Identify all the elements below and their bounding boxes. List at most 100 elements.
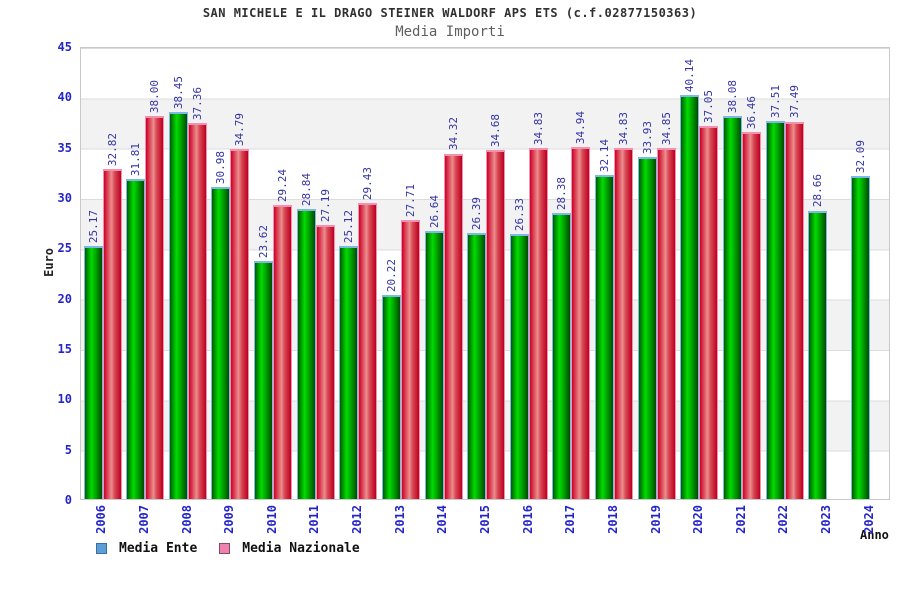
bar-media-ente-2012 xyxy=(339,246,359,499)
bar-value-label: 23.62 xyxy=(257,225,271,259)
bar-value-label: 38.08 xyxy=(725,79,739,113)
bar-value-label: 29.43 xyxy=(361,166,375,200)
bar-media-ente-2006 xyxy=(83,245,103,499)
bar-value-label: 25.17 xyxy=(86,209,100,243)
bar-media-ente-2013 xyxy=(381,295,401,499)
bar-value-label: 28.66 xyxy=(811,174,825,208)
bar-media-ente-2018 xyxy=(595,175,615,499)
legend-label: Media Nazionale xyxy=(242,541,360,556)
bar-media-ente-2017 xyxy=(552,213,572,499)
legend-swatch-icon xyxy=(219,543,231,554)
bar-media-nazionale-2022 xyxy=(784,121,804,499)
bar-media-nazionale-2011 xyxy=(315,225,335,499)
bar-media-nazionale-2014 xyxy=(443,153,463,499)
bar-value-label: 37.49 xyxy=(787,85,801,119)
y-tick-label: 15 xyxy=(57,342,72,356)
bar-value-label: 34.32 xyxy=(446,117,460,151)
bar-media-nazionale-2010 xyxy=(273,204,293,499)
bar-media-ente-2008 xyxy=(168,111,188,499)
bar-value-label: 36.46 xyxy=(744,95,758,129)
bar-media-ente-2021 xyxy=(722,115,742,499)
bar-media-ente-2010 xyxy=(254,261,274,499)
bar-value-label: 28.84 xyxy=(299,172,313,206)
legend-swatch-icon xyxy=(96,543,107,554)
bar-value-label: 34.68 xyxy=(489,113,503,147)
bar-value-label: 30.98 xyxy=(214,151,228,185)
bar-value-label: 34.83 xyxy=(531,112,545,146)
bar-media-nazionale-2006 xyxy=(102,168,122,499)
bar-value-label: 25.12 xyxy=(342,210,356,244)
bar-value-label: 32.82 xyxy=(105,132,119,166)
x-tick-label: 2008 xyxy=(179,505,194,534)
bar-media-ente-2022 xyxy=(765,121,785,499)
bar-value-label: 38.00 xyxy=(148,80,162,114)
bar-media-ente-2014 xyxy=(424,230,444,499)
bar-value-label: 32.09 xyxy=(853,139,867,173)
x-tick-label: 2019 xyxy=(648,505,663,534)
bar-value-label: 26.39 xyxy=(470,197,484,231)
bar-media-nazionale-2012 xyxy=(358,202,378,499)
x-tick-label: 2020 xyxy=(691,505,706,534)
x-tick-label: 2013 xyxy=(392,505,407,534)
bar-media-nazionale-2020 xyxy=(699,126,719,499)
bar-value-label: 32.14 xyxy=(598,139,612,173)
bar-value-label: 28.38 xyxy=(555,177,569,211)
y-tick-label: 45 xyxy=(57,40,72,54)
x-tick-label: 2010 xyxy=(264,505,279,534)
x-tick-label: 2015 xyxy=(478,505,492,534)
bar-value-label: 20.22 xyxy=(384,259,398,293)
x-axis-title: Anno xyxy=(860,528,889,542)
bar-value-label: 27.19 xyxy=(318,189,332,223)
x-tick-label: 2016 xyxy=(520,505,535,534)
bar-value-label: 34.85 xyxy=(659,112,673,146)
y-tick-label: 20 xyxy=(57,291,72,306)
bar-value-label: 26.33 xyxy=(512,197,526,231)
x-tick-label: 2018 xyxy=(605,505,620,534)
y-tick-label: 5 xyxy=(64,442,72,457)
x-tick-label: 2017 xyxy=(563,505,578,534)
y-tick-label: 10 xyxy=(57,392,72,407)
bar-value-label: 31.81 xyxy=(129,142,143,176)
plot-area: 25.17 32.82 31.81 38.00 38.45 37.36 30.98 34.79… xyxy=(80,47,890,500)
x-tick-label: 2009 xyxy=(222,505,237,534)
bar-value-label: 40.14 xyxy=(683,58,697,92)
bar-value-label: 34.94 xyxy=(574,111,588,145)
legend-label: Media Ente xyxy=(119,541,198,556)
bar-media-nazionale-2019 xyxy=(656,148,676,499)
bar-value-label: 27.71 xyxy=(403,183,417,218)
legend-item-media-nazionale: Media Nazionale xyxy=(219,541,360,556)
bar-media-nazionale-2008 xyxy=(187,122,207,499)
bar-media-ente-2015 xyxy=(467,233,487,499)
bar-media-nazionale-2007 xyxy=(145,116,165,499)
x-tick-label: 2007 xyxy=(136,505,151,534)
bar-media-ente-2019 xyxy=(637,157,657,499)
bar-value-label: 26.64 xyxy=(427,194,441,228)
x-tick-label: 2012 xyxy=(350,505,365,534)
y-tick-label: 25 xyxy=(57,241,72,256)
bar-media-ente-2020 xyxy=(680,94,700,499)
y-tick-label: 35 xyxy=(57,140,72,155)
bar-value-label: 29.24 xyxy=(276,168,290,202)
bar-media-nazionale-2016 xyxy=(528,148,548,499)
bar-value-label: 33.93 xyxy=(640,121,654,155)
y-tick-label: 40 xyxy=(57,90,72,105)
bar-media-nazionale-2015 xyxy=(486,149,506,499)
x-tick-label: 2021 xyxy=(733,505,748,534)
bar-value-label: 37.36 xyxy=(190,86,204,120)
legend-item-media-ente: Media Ente xyxy=(96,541,197,556)
x-tick-label: 2014 xyxy=(435,505,450,534)
chart-subtitle: Media Importi xyxy=(395,24,505,40)
chart-title: SAN MICHELE E IL DRAGO STEINER WALDORF A… xyxy=(202,6,698,20)
x-tick-label: 2011 xyxy=(307,505,322,534)
x-tick-label: 2023 xyxy=(819,505,834,534)
bar-value-label: 34.79 xyxy=(233,112,247,146)
bar-media-nazionale-2021 xyxy=(741,131,761,499)
bar-value-label: 38.45 xyxy=(171,75,185,109)
y-tick-label: 0 xyxy=(64,493,72,507)
bar-media-ente-2009 xyxy=(211,187,231,499)
legend: Media Ente Media Nazionale xyxy=(96,541,382,556)
bar-media-ente-2023 xyxy=(808,210,828,499)
bar-media-ente-2007 xyxy=(126,178,146,499)
bar-media-nazionale-2013 xyxy=(400,220,420,499)
